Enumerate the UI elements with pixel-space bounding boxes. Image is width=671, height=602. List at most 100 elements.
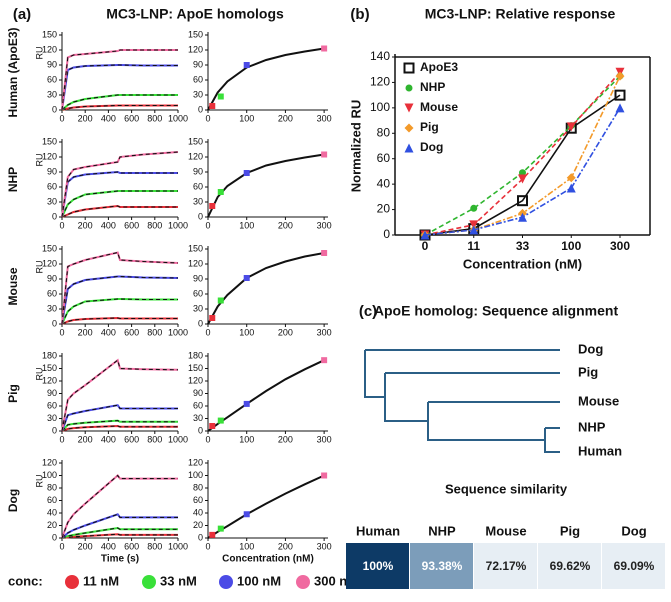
- marker: [566, 173, 576, 183]
- x-tick-label: 300: [317, 327, 332, 337]
- y-tick-label: 0: [52, 425, 57, 435]
- value-cell: [474, 543, 537, 589]
- value-label: 100%: [363, 559, 394, 573]
- y-tick-label: 60: [47, 74, 57, 84]
- panel-label: (b): [350, 6, 369, 23]
- x-tick-label: 200: [78, 220, 93, 230]
- legend-marker: [142, 575, 156, 589]
- value-cell: [346, 543, 409, 589]
- y-tick-label: 100: [188, 470, 203, 480]
- header-cell: [346, 514, 409, 540]
- y-tick-label: 0: [198, 425, 203, 435]
- marker: [517, 195, 528, 207]
- y-tick-label: 120: [188, 258, 203, 268]
- y-tick-label: 90: [193, 166, 203, 176]
- fit-line: [61, 420, 178, 432]
- y-tick-label: 40: [377, 176, 391, 190]
- legend-marker: [404, 103, 414, 113]
- y-tick-label: 60: [193, 74, 203, 84]
- x-tick-label: 200: [278, 113, 293, 123]
- fit-line: [61, 205, 178, 218]
- x-tick-label: 1000: [168, 434, 188, 444]
- x-tick-label: 100: [561, 239, 581, 253]
- marker: [518, 174, 527, 184]
- marker: [469, 225, 479, 235]
- point: [243, 170, 250, 176]
- fit-line: [61, 251, 179, 325]
- legend-label: 33 nM: [160, 573, 197, 588]
- x-tick-label: 400: [101, 327, 116, 337]
- legend-label: NHP: [420, 80, 445, 94]
- legend-label: ApoE3: [420, 60, 458, 74]
- header-label: Human: [356, 523, 400, 538]
- value-label: 69.09%: [614, 559, 655, 573]
- value-label: 93.38%: [422, 559, 463, 573]
- marker: [470, 204, 478, 212]
- x-tick-label: 400: [101, 541, 116, 551]
- x-tick-label: 100: [239, 113, 254, 123]
- legend-label: 100 nM: [237, 573, 281, 588]
- legend-title: conc:: [8, 573, 43, 588]
- y-tick-label: 80: [193, 482, 203, 492]
- marker: [614, 89, 626, 101]
- legend-marker: [65, 575, 79, 589]
- header-cell: [410, 514, 473, 540]
- x-tick-label: 0: [422, 239, 429, 253]
- series-line: [61, 104, 178, 111]
- y-tick-label: 30: [47, 413, 57, 423]
- marker: [566, 183, 576, 193]
- legend-marker: [403, 62, 415, 74]
- y-tick-label: 180: [42, 350, 57, 360]
- x-axis-label: Concentration (nM): [463, 256, 582, 271]
- y-tick-label: 30: [193, 196, 203, 206]
- header-label: Pig: [560, 523, 580, 538]
- header-cell: [474, 514, 537, 540]
- x-tick-label: 600: [124, 220, 139, 230]
- y-tick-label: 180: [188, 350, 203, 360]
- series-line: [61, 204, 178, 218]
- point: [243, 511, 250, 518]
- y-tick-label: 0: [383, 227, 390, 241]
- x-tick-label: 33: [516, 239, 530, 253]
- point: [217, 93, 224, 100]
- x-tick-label: 1000: [168, 541, 188, 551]
- fit-line: [61, 317, 178, 325]
- y-tick-label: 30: [193, 413, 203, 423]
- y-tick-label: 30: [47, 303, 57, 313]
- y-tick-label: 0: [198, 532, 203, 542]
- y-tick-label: 120: [42, 457, 57, 467]
- point: [321, 357, 328, 364]
- header-cell: [602, 514, 665, 540]
- y-tick-label: 140: [370, 49, 390, 63]
- fit-line: [61, 527, 178, 539]
- x-tick-label: 100: [239, 541, 254, 551]
- y-tick-label: 150: [42, 243, 57, 253]
- fit-line: [61, 94, 178, 111]
- x-tick-label: 0: [205, 541, 210, 551]
- point: [243, 275, 250, 281]
- fit-line: [61, 298, 178, 325]
- leaf-label: NHP: [578, 419, 606, 434]
- y-tick-label: 60: [47, 288, 57, 298]
- x-tick-label: 600: [124, 113, 139, 123]
- chart-title: MC3-LNP: Relative response: [425, 6, 616, 22]
- x-tick-label: 800: [147, 541, 162, 551]
- y-axis-label: RU: [34, 261, 44, 274]
- x-tick-label: 600: [124, 434, 139, 444]
- y-tick-label: 0: [198, 104, 203, 114]
- marker: [615, 103, 625, 113]
- fit-line: [61, 425, 178, 432]
- marker: [469, 220, 479, 230]
- y-tick-label: 120: [42, 151, 57, 161]
- x-tick-label: 400: [101, 220, 116, 230]
- x-tick-label: 1000: [168, 113, 188, 123]
- x-tick-label: 400: [101, 434, 116, 444]
- marker: [518, 212, 527, 222]
- y-tick-label: 30: [47, 196, 57, 206]
- point: [209, 531, 216, 538]
- y-tick-label: 40: [47, 507, 57, 517]
- row-label: NHP: [6, 167, 20, 192]
- fit-line: [207, 252, 325, 325]
- y-tick-label: 0: [52, 532, 57, 542]
